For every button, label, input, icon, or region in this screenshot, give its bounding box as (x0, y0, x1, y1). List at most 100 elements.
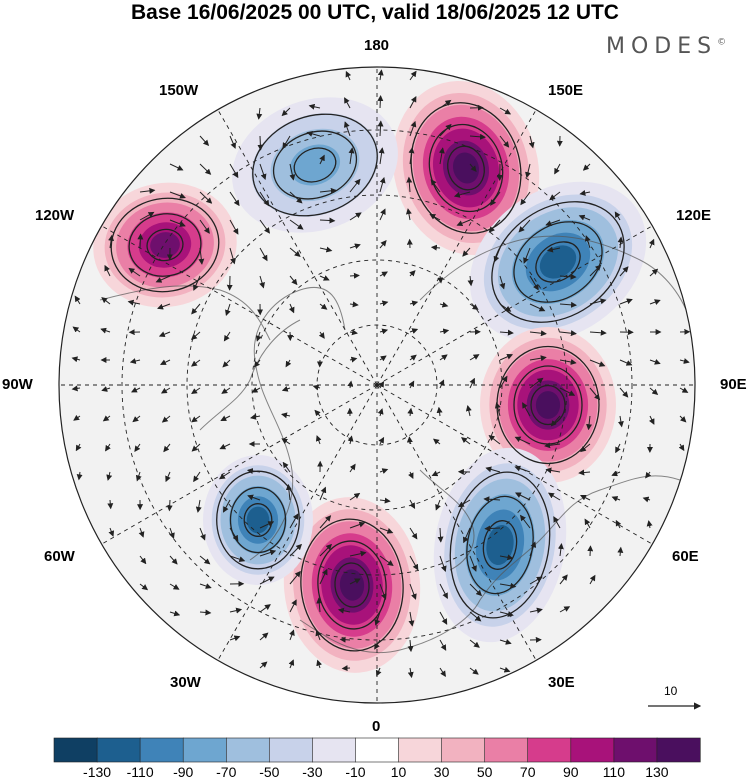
wind-arrow (169, 191, 186, 199)
wind-arrow (438, 147, 445, 165)
wind-arrow (378, 381, 384, 389)
wind-arrow (559, 330, 577, 337)
wind-arrow (281, 385, 291, 392)
wind-arrow (407, 407, 414, 417)
wind-arrow (589, 359, 606, 367)
wind-arrow (319, 154, 325, 165)
wind-arrow (134, 443, 141, 453)
wind-arrow (469, 354, 480, 361)
wind-arrow (218, 471, 231, 480)
wind-arrow (337, 607, 351, 614)
anomaly-center (480, 327, 616, 483)
wind-arrow (289, 191, 303, 204)
wind-arrow (437, 275, 444, 284)
wind-arrow (523, 247, 531, 264)
wind-arrow (257, 135, 264, 151)
wind-arrow (619, 298, 633, 305)
wind-arrow (409, 555, 419, 571)
wind-arrow (106, 471, 113, 481)
colorbar-swatch (527, 737, 572, 763)
contour-line (243, 503, 273, 537)
copyright-mark: © (717, 37, 727, 48)
wind-arrow (191, 303, 201, 315)
anomaly-band (246, 506, 270, 534)
wind-arrow (289, 163, 296, 181)
wind-arrow (190, 359, 201, 367)
wind-arrow (409, 499, 416, 509)
wind-arrow (379, 328, 389, 335)
wind-arrow (409, 120, 417, 137)
wind-arrow (578, 214, 591, 221)
wind-arrow (349, 178, 361, 193)
anomaly-center (203, 455, 313, 585)
wind-arrow (139, 211, 155, 221)
colorbar-swatch (656, 737, 701, 763)
wind-arrow (225, 303, 231, 317)
wind-arrow (160, 387, 171, 394)
wind-arrow (319, 568, 328, 585)
wind-arrow (408, 471, 414, 480)
wind-arrow (193, 471, 201, 483)
wind-arrow (259, 275, 265, 289)
wind-arrow (255, 331, 262, 342)
wind-arrow (529, 607, 543, 614)
wind-arrow (219, 443, 231, 450)
wind-arrow (522, 402, 531, 417)
wind-arrow (499, 611, 514, 617)
wind-arrow (163, 443, 171, 453)
wind-arrow (229, 191, 240, 207)
wind-arrow (288, 303, 295, 314)
wind-arrow (409, 300, 419, 307)
wind-arrow (281, 438, 291, 445)
wind-arrow (349, 492, 361, 501)
wind-arrow (379, 240, 387, 249)
wind-arrow (578, 469, 591, 476)
wind-arrow (199, 135, 210, 147)
wind-arrow (246, 468, 261, 474)
wind-arrow (453, 191, 471, 198)
wind-arrow (339, 636, 351, 643)
wind-arrow (127, 299, 141, 306)
wind-arrow (319, 486, 327, 501)
colorbar-tick-label: -110 (126, 764, 154, 780)
wind-arrow (169, 610, 181, 617)
wind-arrow (349, 329, 358, 336)
wind-arrow (259, 219, 270, 234)
wind-arrow (469, 639, 480, 648)
wind-arrow (409, 583, 417, 600)
wind-arrow (499, 639, 512, 645)
wind-arrow (315, 629, 322, 641)
wind-arrow (437, 527, 444, 543)
wind-arrow (493, 247, 501, 263)
label-90e: 90E (720, 376, 747, 393)
wind-arrow (550, 415, 561, 427)
wind-arrow (199, 609, 212, 616)
wind-arrow (285, 483, 292, 501)
wind-arrow (282, 135, 291, 149)
wind-arrow (72, 326, 81, 333)
wind-arrow (229, 219, 239, 235)
contour-line (300, 518, 404, 652)
colorbar-swatch (96, 737, 141, 763)
wind-arrow (520, 191, 531, 206)
contour-line (293, 147, 337, 183)
graticule (59, 67, 695, 703)
contour-group (252, 113, 378, 217)
wind-arrow (379, 176, 386, 193)
colorbar (53, 737, 701, 763)
wind-arrow (319, 543, 333, 557)
wind-arrow (251, 387, 261, 393)
wind-arrow (319, 187, 337, 194)
contour-line (513, 221, 603, 303)
wind-arrow (462, 527, 471, 544)
wind-arrow (132, 415, 141, 423)
wind-arrow (259, 604, 271, 613)
wind-vectors (71, 69, 691, 679)
wind-arrow (645, 471, 652, 479)
wind-arrow (409, 70, 417, 81)
wind-arrow (469, 555, 477, 572)
wind-arrow (499, 329, 514, 336)
wind-arrow (469, 667, 479, 675)
colorbar-tick-label: -10 (345, 764, 366, 780)
